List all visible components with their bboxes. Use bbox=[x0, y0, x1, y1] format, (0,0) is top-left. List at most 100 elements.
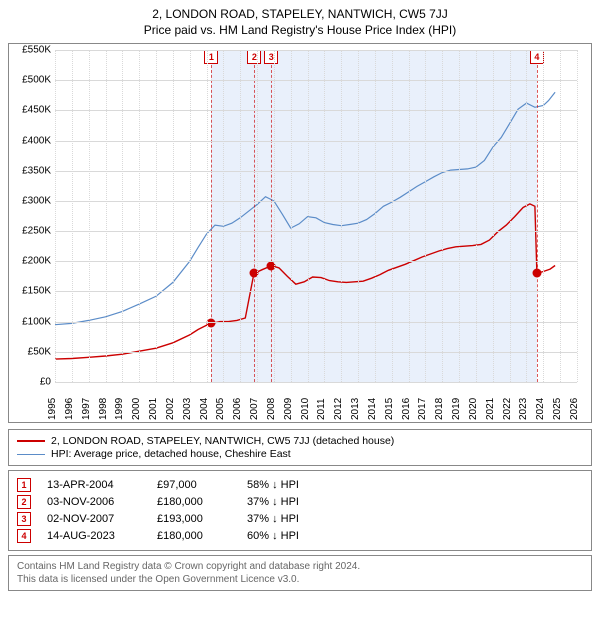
footer-attribution: Contains HM Land Registry data © Crown c… bbox=[8, 555, 592, 591]
chart-box: 1234 £0£50K£100K£150K£200K£250K£300K£350… bbox=[8, 43, 592, 423]
y-tick-label: £50K bbox=[11, 346, 51, 357]
event-date: 13-APR-2004 bbox=[47, 479, 157, 491]
x-tick-label: 2024 bbox=[535, 398, 546, 420]
y-tick-label: £250K bbox=[11, 226, 51, 237]
x-tick-label: 1996 bbox=[64, 398, 75, 420]
event-vline bbox=[254, 50, 255, 382]
gridline-v bbox=[341, 50, 342, 382]
x-tick-label: 2005 bbox=[215, 398, 226, 420]
legend-label: 2, LONDON ROAD, STAPELEY, NANTWICH, CW5 … bbox=[51, 435, 394, 447]
x-tick-label: 2008 bbox=[266, 398, 277, 420]
event-date: 02-NOV-2007 bbox=[47, 513, 157, 525]
gridline-h bbox=[55, 322, 577, 323]
event-vline bbox=[537, 50, 538, 382]
x-tick-label: 1997 bbox=[81, 398, 92, 420]
legend-row: 2, LONDON ROAD, STAPELEY, NANTWICH, CW5 … bbox=[17, 435, 583, 447]
event-row: 414-AUG-2023£180,00060% ↓ HPI bbox=[17, 529, 583, 543]
gridline-v bbox=[442, 50, 443, 382]
x-tick-label: 1999 bbox=[114, 398, 125, 420]
gridline-v bbox=[375, 50, 376, 382]
gridline-v bbox=[55, 50, 56, 382]
gridline-v bbox=[173, 50, 174, 382]
gridline-v bbox=[139, 50, 140, 382]
event-number-box: 1 bbox=[17, 478, 31, 492]
gridline-v bbox=[358, 50, 359, 382]
y-tick-label: £450K bbox=[11, 105, 51, 116]
gridline-v bbox=[89, 50, 90, 382]
gridline-v bbox=[207, 50, 208, 382]
gridline-v bbox=[510, 50, 511, 382]
event-marker-box: 4 bbox=[530, 50, 544, 64]
gridline-v bbox=[240, 50, 241, 382]
event-vline bbox=[271, 50, 272, 382]
gridline-h bbox=[55, 171, 577, 172]
series-line-hpi bbox=[55, 92, 555, 324]
gridline-h bbox=[55, 291, 577, 292]
event-number-box: 2 bbox=[17, 495, 31, 509]
gridline-v bbox=[291, 50, 292, 382]
x-tick-label: 2010 bbox=[300, 398, 311, 420]
x-tick-label: 2025 bbox=[552, 398, 563, 420]
gridline-h bbox=[55, 261, 577, 262]
x-tick-label: 2013 bbox=[350, 398, 361, 420]
chart-container: 2, LONDON ROAD, STAPELEY, NANTWICH, CW5 … bbox=[0, 0, 600, 620]
footer-line-1: Contains HM Land Registry data © Crown c… bbox=[17, 560, 583, 573]
gridline-v bbox=[543, 50, 544, 382]
y-tick-label: £150K bbox=[11, 286, 51, 297]
plot-area: 1234 bbox=[55, 50, 577, 382]
gridline-v bbox=[223, 50, 224, 382]
title-sub: Price paid vs. HM Land Registry's House … bbox=[8, 23, 592, 37]
event-date: 03-NOV-2006 bbox=[47, 496, 157, 508]
event-row: 113-APR-2004£97,00058% ↓ HPI bbox=[17, 478, 583, 492]
x-tick-label: 2006 bbox=[232, 398, 243, 420]
gridline-v bbox=[476, 50, 477, 382]
event-pct: 37% ↓ HPI bbox=[247, 513, 357, 525]
x-tick-label: 2026 bbox=[569, 398, 580, 420]
x-tick-label: 2014 bbox=[367, 398, 378, 420]
y-tick-label: £0 bbox=[11, 377, 51, 388]
x-tick-label: 2002 bbox=[165, 398, 176, 420]
event-price: £180,000 bbox=[157, 496, 247, 508]
gridline-h bbox=[55, 231, 577, 232]
gridline-h bbox=[55, 50, 577, 51]
event-pct: 60% ↓ HPI bbox=[247, 530, 357, 542]
legend: 2, LONDON ROAD, STAPELEY, NANTWICH, CW5 … bbox=[8, 429, 592, 466]
x-tick-label: 2000 bbox=[131, 398, 142, 420]
event-number-box: 4 bbox=[17, 529, 31, 543]
x-tick-label: 2017 bbox=[417, 398, 428, 420]
event-marker-box: 2 bbox=[247, 50, 261, 64]
x-tick-label: 2015 bbox=[384, 398, 395, 420]
y-tick-label: £400K bbox=[11, 135, 51, 146]
gridline-h bbox=[55, 352, 577, 353]
x-tick-label: 2022 bbox=[502, 398, 513, 420]
gridline-h bbox=[55, 80, 577, 81]
x-tick-label: 2023 bbox=[518, 398, 529, 420]
gridline-v bbox=[156, 50, 157, 382]
event-dot bbox=[207, 319, 216, 328]
title-main: 2, LONDON ROAD, STAPELEY, NANTWICH, CW5 … bbox=[8, 7, 592, 21]
x-tick-label: 2001 bbox=[148, 398, 159, 420]
y-tick-label: £500K bbox=[11, 75, 51, 86]
gridline-v bbox=[257, 50, 258, 382]
x-tick-label: 2018 bbox=[434, 398, 445, 420]
event-date: 14-AUG-2023 bbox=[47, 530, 157, 542]
event-dot bbox=[532, 269, 541, 278]
x-tick-label: 2021 bbox=[485, 398, 496, 420]
event-pct: 37% ↓ HPI bbox=[247, 496, 357, 508]
x-tick-label: 2020 bbox=[468, 398, 479, 420]
gridline-h bbox=[55, 201, 577, 202]
y-tick-label: £100K bbox=[11, 316, 51, 327]
gridline-v bbox=[106, 50, 107, 382]
gridline-v bbox=[274, 50, 275, 382]
y-tick-label: £200K bbox=[11, 256, 51, 267]
x-tick-label: 2007 bbox=[249, 398, 260, 420]
legend-row: HPI: Average price, detached house, Ches… bbox=[17, 448, 583, 460]
event-marker-box: 3 bbox=[264, 50, 278, 64]
y-tick-label: £350K bbox=[11, 165, 51, 176]
gridline-v bbox=[560, 50, 561, 382]
event-price: £193,000 bbox=[157, 513, 247, 525]
gridline-v bbox=[324, 50, 325, 382]
x-tick-label: 2012 bbox=[333, 398, 344, 420]
event-vline bbox=[211, 50, 212, 382]
gridline-h bbox=[55, 382, 577, 383]
